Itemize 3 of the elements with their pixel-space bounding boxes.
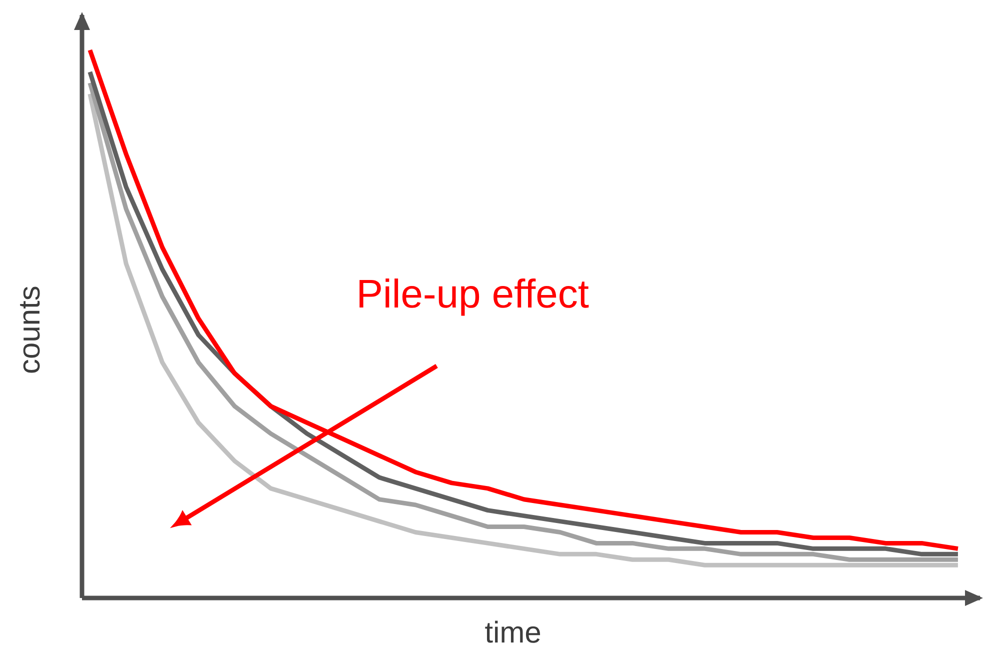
x-axis-title: time [485,620,540,643]
annotation: Pile-up effect [360,278,589,316]
y-axis-title: counts [20,286,40,373]
